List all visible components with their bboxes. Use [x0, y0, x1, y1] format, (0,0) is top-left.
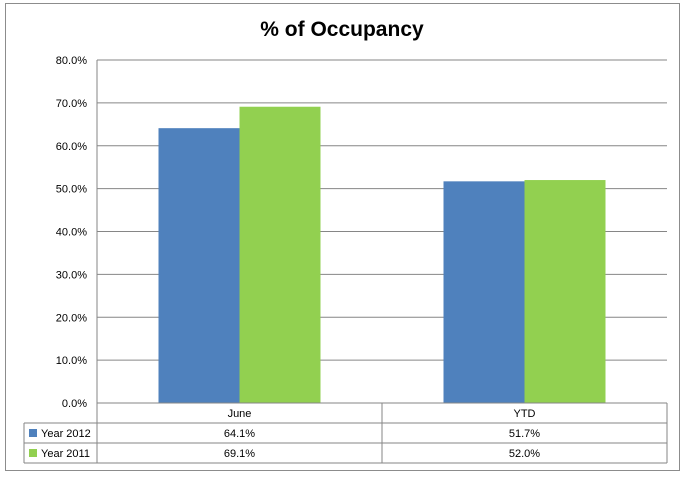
y-axis-ticks: 0.0% 10.0% 20.0% 30.0% 40.0% 50.0% 60.0% 70.0% 8… [56, 55, 87, 410]
y-tick-label: 20.0% [56, 312, 87, 324]
bar-year-2012-june [158, 128, 240, 403]
y-tick-label: 50.0% [56, 184, 87, 196]
legend-swatch [29, 449, 37, 457]
x-category-label: June [228, 408, 252, 420]
bars [158, 106, 606, 403]
bar-year-2012-ytd [443, 181, 525, 403]
data-table: June YTD Year 2012 64.1% 51.7% Year 2011 69.1%… [23, 402, 668, 464]
legend-series-name: Year 2012 [41, 428, 91, 440]
table-value-cell: 51.7% [509, 428, 540, 440]
legend-swatch [29, 429, 37, 437]
y-tick-label: 30.0% [56, 269, 87, 281]
y-tick-label: 70.0% [56, 98, 87, 110]
y-tick-label: 0.0% [62, 398, 87, 410]
table-value-cell: 69.1% [224, 448, 255, 460]
bar-year-2011-ytd [524, 180, 606, 403]
y-tick-label: 80.0% [56, 55, 87, 67]
y-tick-label: 40.0% [56, 227, 87, 239]
y-tick-label: 10.0% [56, 355, 87, 367]
bar-year-2011-june [239, 106, 321, 403]
x-category-label: YTD [514, 408, 536, 420]
table-value-cell: 52.0% [509, 448, 540, 460]
table-value-cell: 64.1% [224, 428, 255, 440]
chart-title: % of Occupancy [260, 18, 424, 41]
y-tick-label: 60.0% [56, 141, 87, 153]
legend-series-name: Year 2011 [41, 448, 90, 460]
